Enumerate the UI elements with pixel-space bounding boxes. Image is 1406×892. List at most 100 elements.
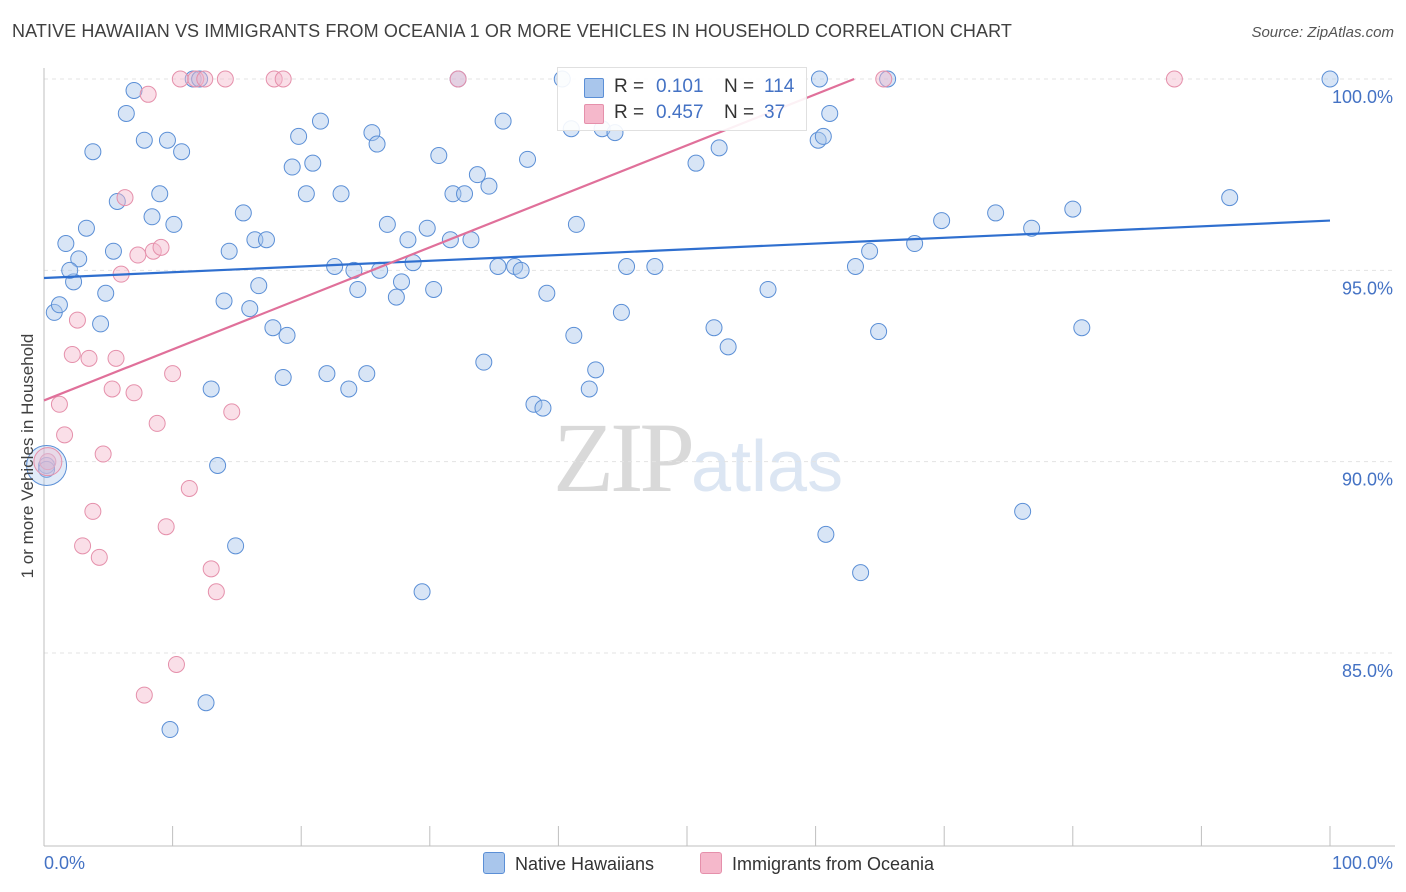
- native-hawaiian-point: [618, 258, 636, 276]
- native-hawaiian-point: [290, 127, 308, 145]
- native-hawaiian-point: [456, 185, 474, 203]
- oceania-point: [107, 349, 125, 367]
- native-hawaiian-point: [399, 231, 417, 249]
- oceania-point: [56, 426, 74, 444]
- native-hawaiian-point: [358, 365, 376, 383]
- native-hawaiian-point: [104, 242, 122, 260]
- oceania-point: [80, 349, 98, 367]
- oceania-point: [216, 70, 234, 88]
- oceania-point: [1165, 70, 1183, 88]
- r-value: 0.457: [656, 102, 704, 123]
- native-hawaiian-point: [814, 127, 832, 145]
- oceania-point: [135, 686, 153, 704]
- native-hawaiian-point: [378, 215, 396, 233]
- legend-item-native-hawaiians[interactable]: Native Hawaiians: [483, 852, 654, 875]
- native-hawaiian-point: [215, 292, 233, 310]
- oceania-point: [152, 238, 170, 256]
- native-hawaiian-point: [425, 280, 443, 298]
- native-hawaiian-point: [165, 215, 183, 233]
- oceania-point: [265, 70, 283, 88]
- y-tick-label: 90.0%: [1342, 470, 1393, 490]
- pink-swatch: [584, 104, 604, 124]
- stats-legend: R = 0.101 N = 114 R = 0.457 N = 37: [557, 67, 807, 131]
- legend-label: Immigrants from Oceania: [732, 854, 935, 874]
- native-hawaiian-point: [257, 231, 275, 249]
- n-value: 37: [764, 102, 786, 123]
- native-hawaiian-point: [705, 319, 723, 337]
- oceania-point: [63, 346, 81, 364]
- oceania-point: [148, 414, 166, 432]
- native-hawaiian-point: [933, 212, 951, 230]
- oceania-point: [129, 246, 147, 264]
- native-hawaiian-point: [143, 208, 161, 226]
- n-value: 114: [764, 76, 795, 97]
- native-hawaiian-point: [534, 399, 552, 417]
- native-hawaiian-point: [241, 300, 259, 318]
- native-hawaiian-point: [92, 315, 110, 333]
- oceania-point: [157, 518, 175, 536]
- native-hawaiian-point: [283, 158, 301, 176]
- native-hawaiian-point: [158, 131, 176, 149]
- oceania-point: [449, 70, 467, 88]
- watermark-atlas: atlas: [691, 427, 844, 507]
- native-hawaiian-point: [340, 380, 358, 398]
- native-hawaiian-point: [97, 284, 115, 302]
- native-hawaiian-point: [525, 395, 543, 413]
- native-hawaiian-point: [70, 250, 88, 268]
- oceania-point: [187, 70, 205, 88]
- r-label: R =: [614, 76, 645, 97]
- native-hawaiian-point: [264, 319, 282, 337]
- native-hawaiian-point: [468, 166, 486, 184]
- native-hawaiian-point: [1073, 319, 1091, 337]
- source-label: Source: ZipAtlas.com: [1251, 24, 1394, 41]
- native-hawaiian-point: [710, 139, 728, 157]
- oceania-point: [84, 502, 102, 520]
- native-hawaiian-point: [191, 70, 209, 88]
- native-hawaiian-point: [1064, 200, 1082, 218]
- native-hawaiian-point: [810, 70, 828, 88]
- oceania-point: [125, 384, 143, 402]
- native-hawaiian-point: [567, 215, 585, 233]
- native-hawaiian-point: [687, 154, 705, 172]
- native-hawaiian-point: [821, 104, 839, 122]
- native-hawaiian-point: [125, 81, 143, 99]
- oceania-point: [94, 445, 112, 463]
- native-hawaiian-point: [817, 525, 835, 543]
- watermark-zip: ZIP: [553, 402, 695, 513]
- native-hawaiian-point: [297, 185, 315, 203]
- native-hawaiian-point: [480, 177, 498, 195]
- native-hawaiian-point: [278, 326, 296, 344]
- oceania-point: [171, 70, 189, 88]
- native-hawaiian-point: [987, 204, 1005, 222]
- oceania-point: [164, 365, 182, 383]
- chart-title: NATIVE HAWAIIAN VS IMMIGRANTS FROM OCEAN…: [12, 21, 1012, 41]
- native-hawaiian-point: [117, 104, 135, 122]
- pink-swatch: [700, 852, 722, 874]
- native-hawaiian-point: [1321, 70, 1339, 88]
- native-hawaiian-point: [349, 280, 367, 298]
- native-hawaiian-point: [50, 296, 68, 314]
- y-tick-label: 95.0%: [1342, 278, 1393, 298]
- oceania-point: [167, 655, 185, 673]
- oceania-point: [202, 560, 220, 578]
- legend-label: Native Hawaiians: [515, 854, 655, 874]
- native-hawaiian-point: [84, 143, 102, 161]
- native-hawaiian-point: [173, 143, 191, 161]
- native-hawaiian-point: [846, 258, 864, 276]
- native-hawaiian-point: [318, 365, 336, 383]
- native-hawaiian-point: [250, 277, 268, 295]
- native-hawaiian-point: [220, 242, 238, 260]
- n-label: N =: [724, 102, 755, 123]
- native-hawaiian-point: [368, 135, 386, 153]
- native-hawaiian-point: [413, 583, 431, 601]
- native-hawaiian-point: [61, 261, 79, 279]
- oceania-point: [180, 479, 198, 497]
- oceania-point: [196, 70, 214, 88]
- native-hawaiian-point: [197, 694, 215, 712]
- oceania-point: [274, 70, 292, 88]
- series-legend: Native Hawaiians Immigrants from Oceania: [0, 852, 1406, 878]
- native-hawaiian-point: [57, 235, 75, 253]
- oceania-point: [144, 242, 162, 260]
- legend-item-immigrants-oceania[interactable]: Immigrants from Oceania: [700, 852, 934, 875]
